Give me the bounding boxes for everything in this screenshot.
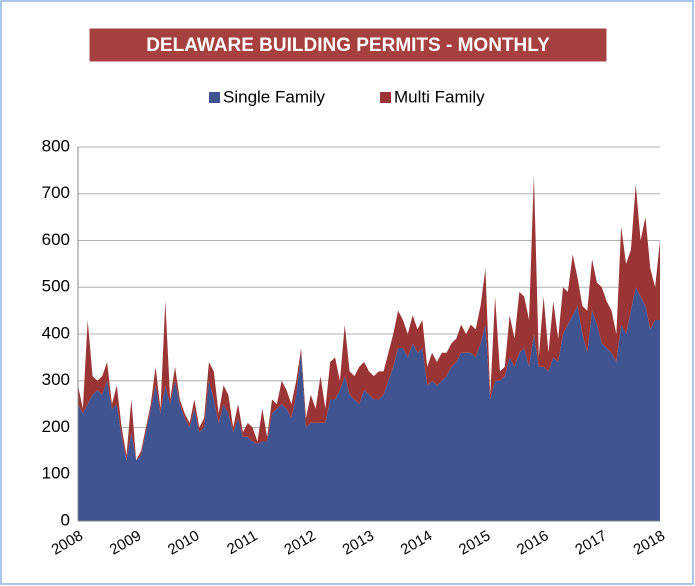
y-tick-label: 300 — [42, 370, 70, 389]
legend-label: Multi Family — [394, 87, 485, 106]
y-tick-label: 200 — [42, 417, 70, 436]
y-tick-label: 700 — [42, 183, 70, 202]
y-tick-label: 800 — [42, 136, 70, 155]
y-tick-label: 500 — [42, 277, 70, 296]
y-tick-label: 100 — [42, 464, 70, 483]
y-tick-label: 600 — [42, 230, 70, 249]
legend-swatch — [209, 92, 220, 103]
legend-label: Single Family — [223, 87, 326, 106]
y-tick-label: 400 — [42, 323, 70, 342]
y-tick-label: 0 — [61, 510, 70, 529]
title-box — [88, 27, 608, 63]
chart-title: DELAWARE BUILDING PERMITS - MONTHLY — [146, 35, 550, 56]
legend-swatch — [380, 92, 391, 103]
area — [78, 175, 660, 461]
area — [78, 287, 660, 521]
legend: Single Family Multi Family — [209, 87, 485, 106]
